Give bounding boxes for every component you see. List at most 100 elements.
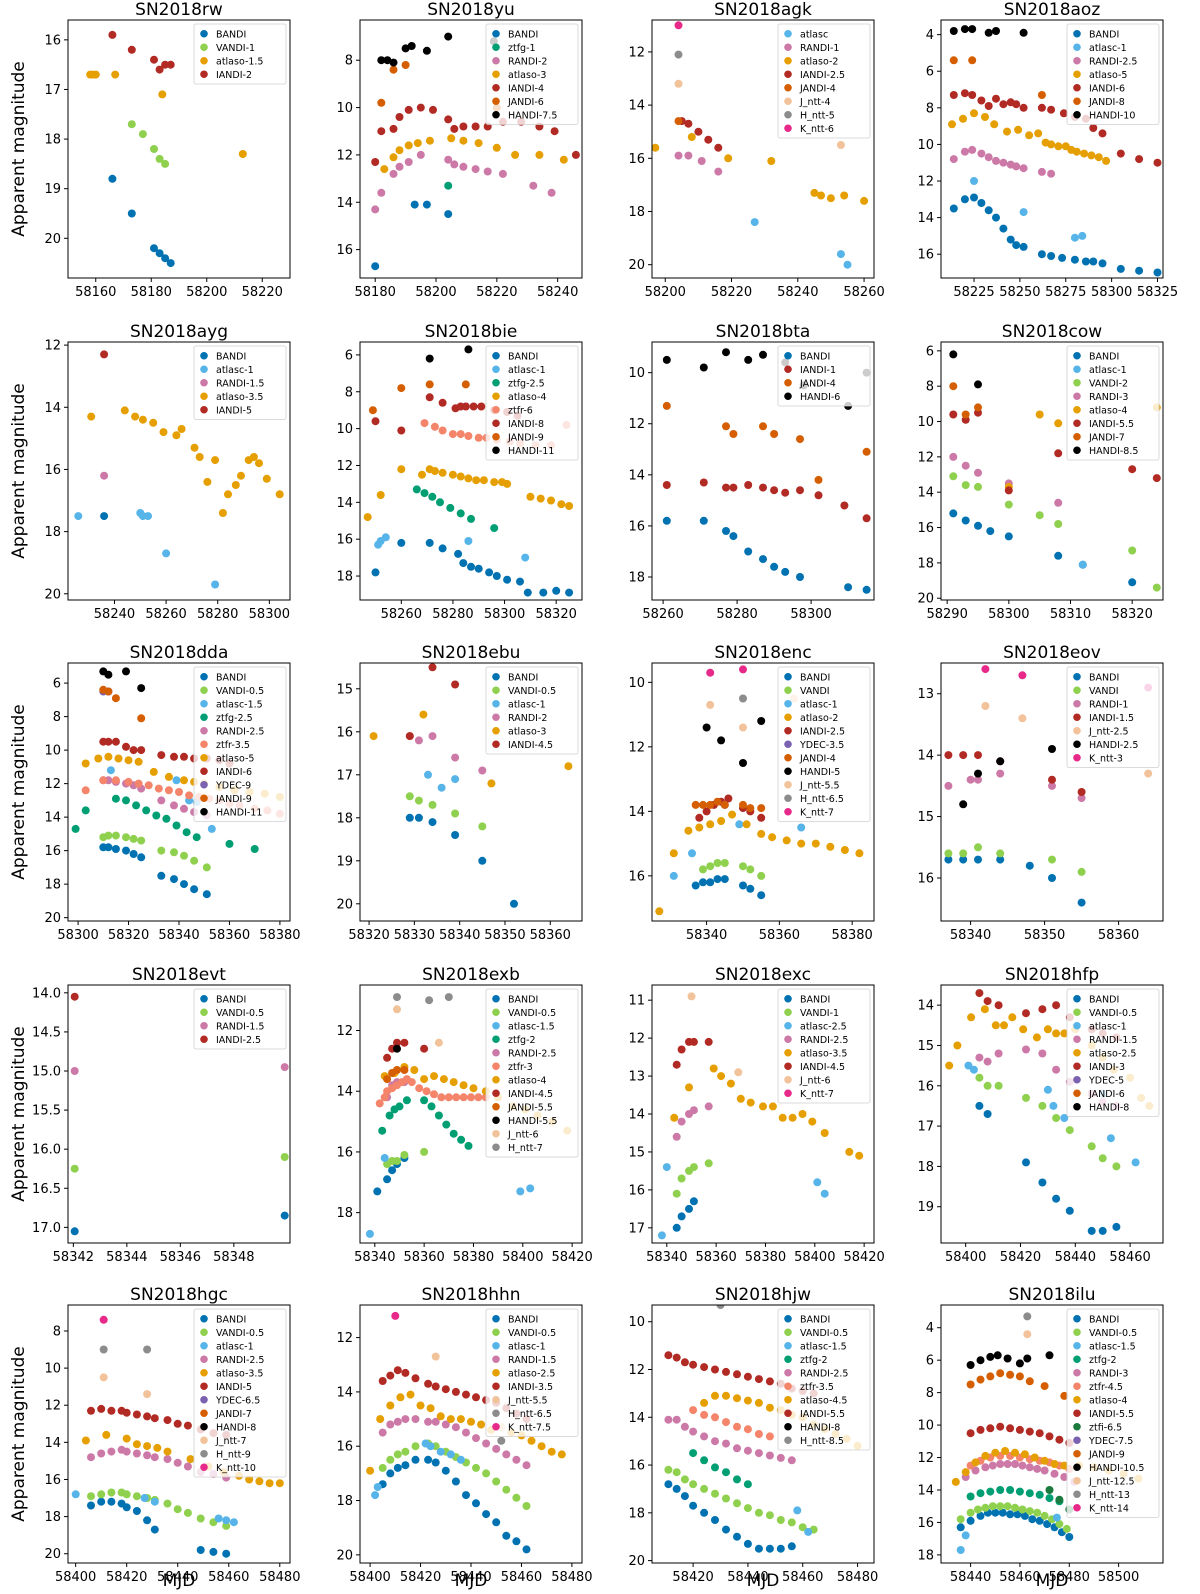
data-point: [1054, 142, 1063, 151]
data-point: [759, 555, 767, 564]
legend-marker: [492, 1062, 500, 1071]
legend-label: YDEC-6.5: [215, 1395, 260, 1406]
legend-label: atlaso-4.5: [800, 1395, 847, 1406]
legend-marker: [1073, 56, 1081, 65]
data-point: [416, 150, 425, 159]
data-point: [425, 354, 434, 363]
data-point: [149, 767, 158, 776]
data-point: [107, 1406, 116, 1415]
legend-label: HANDI-8: [216, 1422, 256, 1433]
legend-label: IANDI-8: [508, 419, 544, 430]
data-point: [471, 165, 480, 174]
data-point: [108, 174, 117, 183]
data-point: [945, 1061, 954, 1070]
y-tick-label: 16: [44, 463, 61, 478]
data-point: [981, 1451, 990, 1460]
data-point: [451, 775, 460, 784]
data-point: [966, 1380, 975, 1389]
data-point: [742, 820, 751, 829]
x-tick-label: 58360: [209, 928, 250, 943]
data-point: [414, 796, 423, 805]
data-point: [173, 1505, 182, 1514]
legend-marker: [200, 1409, 208, 1418]
data-point: [449, 1078, 458, 1087]
legend-marker: [784, 672, 792, 681]
legend-label: ztfg-2.5: [508, 378, 545, 389]
data-point: [689, 1449, 698, 1458]
data-point: [419, 710, 428, 719]
legend-marker: [200, 70, 208, 79]
data-point: [547, 188, 556, 197]
data-point: [1048, 874, 1056, 882]
legend-label: atlaso-3.5: [216, 1368, 263, 1379]
data-point: [389, 58, 398, 67]
data-point: [150, 1497, 159, 1506]
y-tick-label: 14: [917, 211, 934, 226]
data-point: [781, 488, 790, 497]
legend-marker: [200, 1021, 208, 1030]
data-point: [1078, 231, 1087, 240]
data-point: [1043, 1085, 1052, 1094]
y-tick-label: 6: [926, 1354, 934, 1369]
x-tick-label: 58200: [415, 285, 456, 300]
legend-marker: [200, 1314, 208, 1323]
data-point: [280, 1063, 289, 1072]
data-point: [1019, 28, 1028, 37]
data-point: [1025, 861, 1034, 870]
data-point: [836, 141, 845, 149]
legend-marker: [492, 1035, 500, 1044]
legend-label: BANDI: [800, 994, 830, 1005]
legend-marker: [492, 1422, 500, 1431]
data-point: [383, 56, 392, 65]
data-point: [1048, 855, 1056, 864]
data-points: [86, 30, 247, 268]
data-point: [959, 114, 967, 123]
data-point: [759, 483, 767, 492]
data-point: [498, 169, 507, 178]
data-point: [770, 486, 779, 495]
data-point: [1098, 259, 1107, 268]
data-point: [474, 433, 483, 442]
y-tick-label: 14: [44, 1436, 61, 1451]
y-tick-label: 12: [336, 1331, 353, 1346]
legend-label: BANDI: [508, 672, 538, 683]
data-point: [104, 752, 113, 761]
data-point: [143, 1442, 152, 1451]
data-point: [1019, 242, 1028, 251]
data-point: [444, 155, 453, 164]
data-point: [988, 1461, 997, 1470]
data-point: [395, 162, 404, 171]
y-tick-label: 18: [336, 1206, 353, 1221]
data-point: [689, 1163, 698, 1172]
data-point: [150, 1453, 159, 1462]
data-point: [377, 56, 386, 65]
data-point: [734, 1068, 743, 1077]
y-tick-label: 10: [917, 415, 934, 430]
y-tick-label: 12: [628, 1363, 645, 1378]
data-point: [1045, 1351, 1054, 1360]
legend-label: YDEC-5: [1088, 1075, 1124, 1086]
data-point: [492, 1518, 501, 1527]
data-point: [132, 1440, 141, 1449]
data-point: [722, 422, 730, 431]
legend-label: ztfr-3.5: [800, 1382, 834, 1393]
legend-label: K_ntt-7: [800, 1089, 834, 1100]
data-point: [674, 50, 683, 59]
data-point: [1116, 149, 1125, 158]
y-tick-label: 10: [628, 1315, 645, 1330]
axes-frame: [67, 19, 291, 279]
data-point: [722, 1494, 730, 1503]
legend: BANDIVANDI-0.5atlasc-1RANDI-2.5atlaso-3.…: [193, 1308, 287, 1478]
data-point: [375, 1099, 384, 1108]
legend-marker: [200, 1395, 208, 1404]
legend-label: IANDI-1.5: [1089, 713, 1134, 724]
data-point: [450, 160, 459, 169]
data-point: [1144, 769, 1153, 778]
data-point: [237, 471, 245, 480]
data-point: [1131, 1158, 1140, 1167]
data-point: [107, 1497, 116, 1506]
data-point: [378, 1377, 387, 1385]
x-tick-label: 58360: [695, 1250, 736, 1265]
data-point: [743, 1539, 752, 1548]
